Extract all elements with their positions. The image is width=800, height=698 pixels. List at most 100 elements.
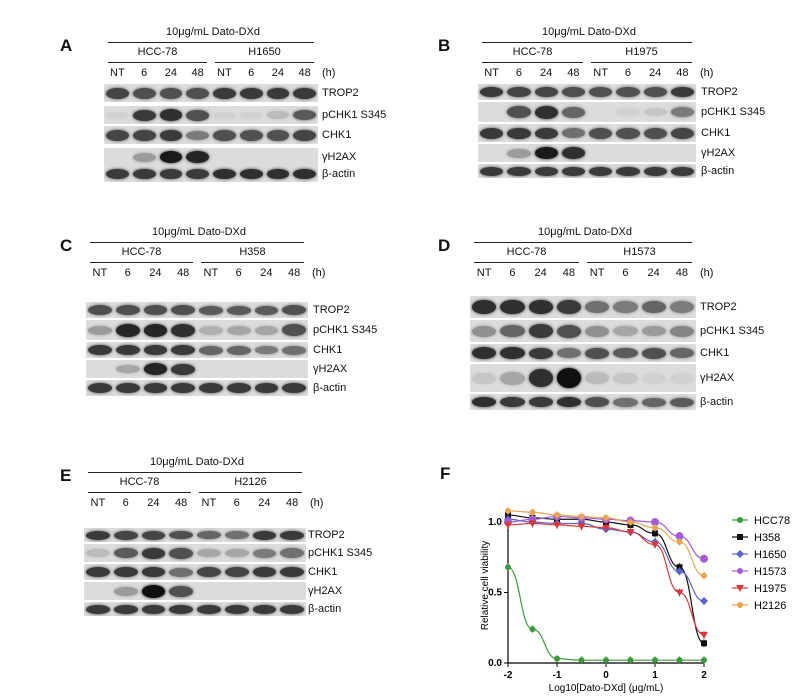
blot-band: [528, 348, 553, 359]
blot-band: [670, 128, 694, 139]
panel-label: D: [438, 236, 451, 255]
protein-label: β-actin: [313, 382, 347, 394]
blot-band: [282, 324, 306, 336]
blot-band: [88, 345, 112, 355]
cell-line-label: HCC-78: [119, 476, 160, 488]
data-point-h1975: [553, 521, 561, 529]
blot-band: [141, 567, 166, 577]
blot-band: [480, 128, 504, 139]
blot-band: [171, 364, 195, 375]
blot-strip: [86, 320, 308, 340]
timepoint-label: 6: [622, 267, 629, 279]
timepoint-label: NT: [593, 67, 608, 79]
treatment-label: 10μg/mL Dato-DXd: [152, 226, 246, 238]
blot-band: [669, 301, 694, 313]
blot-strip: [470, 364, 696, 392]
blot-band: [561, 128, 585, 138]
blot-band: [252, 531, 277, 540]
protein-label: CHK1: [313, 344, 343, 356]
blot-band: [254, 306, 279, 315]
blot-strip: [84, 544, 306, 562]
timepoint-label: NT: [92, 267, 108, 279]
blot-band: [613, 348, 638, 358]
blot-strip: [104, 84, 318, 102]
blot-band: [141, 585, 166, 598]
blot-band: [282, 383, 306, 393]
blot-band: [669, 398, 694, 407]
data-point-h1573: [700, 554, 708, 563]
blot-band: [132, 169, 156, 179]
protein-label: pCHK1 S345: [701, 106, 766, 118]
blot-band: [641, 373, 666, 384]
blot-strip: [470, 394, 696, 410]
blot-strip: [478, 102, 696, 122]
data-point-hcc78: [529, 626, 536, 633]
data-point-h1975: [675, 589, 684, 597]
cell-line-underline: [108, 62, 207, 63]
blot-band: [472, 326, 497, 337]
blot-band: [199, 383, 223, 393]
time-unit-label: (h): [700, 67, 714, 79]
blot-band: [528, 300, 553, 314]
panel-label-f: F: [440, 464, 451, 483]
blot-band: [186, 151, 209, 163]
treatment-line: [474, 242, 692, 243]
blot-band: [159, 130, 183, 141]
protein-label: pCHK1 S345: [308, 547, 373, 559]
blot-band: [169, 548, 193, 559]
blot-band: [280, 567, 304, 577]
timepoint-label: 24: [164, 67, 177, 79]
blot-band: [143, 305, 168, 315]
blot-band: [254, 383, 279, 393]
data-point-h2126: [603, 514, 609, 521]
data-point-hcc78: [603, 657, 609, 664]
y-tick-label: 0.5: [488, 588, 502, 599]
blot-band: [480, 167, 504, 176]
blot-band: [113, 548, 138, 558]
cell-line-underline: [474, 262, 579, 263]
blot-strip: [104, 166, 318, 182]
timepoint-label: 48: [175, 497, 188, 509]
blot-band: [143, 324, 168, 337]
timepoint-label: 24: [149, 267, 162, 279]
blot-strip: [104, 126, 318, 144]
y-tick-label: 0.0: [488, 658, 502, 669]
protein-label: β-actin: [308, 603, 342, 615]
blot-band: [199, 306, 223, 315]
data-point-h2126: [676, 538, 683, 545]
blot-band: [171, 345, 195, 355]
cell-line-underline: [482, 62, 583, 63]
blot-band: [113, 587, 138, 596]
protein-label: TROP2: [322, 87, 359, 99]
blot-strip: [478, 144, 696, 162]
blot-band: [239, 112, 263, 119]
protein-label: pCHK1 S345: [322, 109, 387, 121]
cell-line-label: HCC-78: [506, 246, 547, 258]
timepoint-label: 48: [567, 67, 580, 79]
blot-band: [224, 531, 249, 539]
legend-marker: [737, 517, 743, 523]
blot-band: [226, 306, 251, 315]
blot-band: [197, 531, 221, 539]
x-axis-title: Log10[Dato-DXd] (μg/mL): [549, 683, 664, 694]
blot-strip: [470, 296, 696, 318]
data-point-h358: [701, 640, 707, 647]
blot-band: [266, 130, 290, 141]
cell-line-label: H2126: [234, 476, 267, 488]
blot-band: [585, 348, 610, 359]
timepoint-label: NT: [589, 267, 605, 279]
blot-band: [669, 348, 694, 358]
legend-marker: [736, 550, 744, 558]
data-point-h358: [505, 512, 511, 519]
blot-band: [86, 549, 110, 557]
blot-band: [641, 326, 666, 336]
blot-strip: [470, 344, 696, 362]
blot-band: [159, 151, 183, 163]
timepoint-label: NT: [90, 497, 106, 509]
series-line-h358: [507, 514, 705, 644]
blot-band: [500, 300, 525, 314]
timepoint-label: 6: [624, 67, 631, 79]
blot-band: [86, 605, 110, 614]
blot-band: [224, 567, 249, 577]
time-unit-label: (h): [322, 67, 336, 79]
